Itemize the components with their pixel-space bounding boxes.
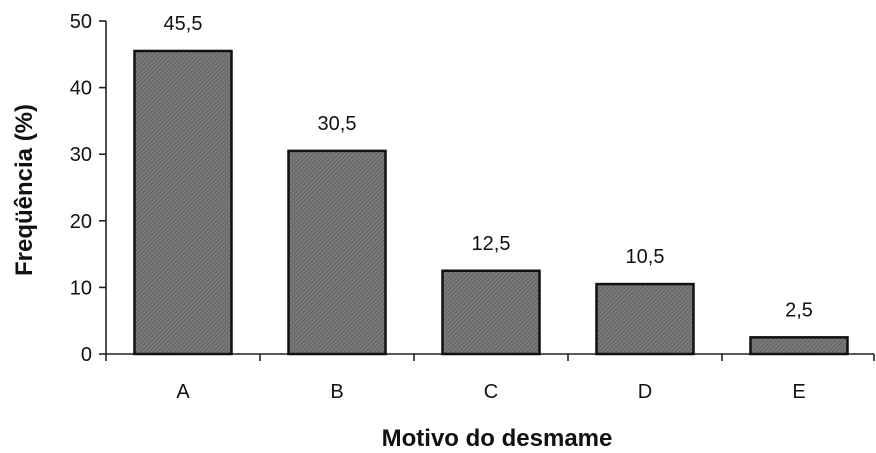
bar-A <box>133 49 233 356</box>
x-axis: A B C D E <box>105 353 875 403</box>
y-tick-label: 20 <box>70 211 92 233</box>
y-tick-label: 10 <box>70 277 92 299</box>
category-label-A: A <box>176 381 190 403</box>
data-label-D: 10,5 <box>626 246 665 268</box>
y-axis: 0 10 20 30 40 50 <box>70 11 107 366</box>
x-axis-title: Motivo do desmame <box>382 425 613 452</box>
category-label-D: D <box>638 381 652 403</box>
category-label-B: B <box>330 381 343 403</box>
bar-B <box>287 149 387 356</box>
y-axis-title: Freqüência (%) <box>11 104 38 276</box>
data-label-A: 45,5 <box>164 13 203 35</box>
category-label-C: C <box>484 381 498 403</box>
data-label-C: 12,5 <box>472 233 511 255</box>
bars <box>133 49 849 356</box>
data-labels: 45,5 30,5 12,5 10,5 2,5 <box>164 13 813 321</box>
y-tick-label: 50 <box>70 11 92 33</box>
data-label-E: 2,5 <box>785 299 813 321</box>
bar-E <box>749 336 849 356</box>
data-label-B: 30,5 <box>318 113 357 135</box>
category-label-E: E <box>792 381 805 403</box>
y-tick-label: 30 <box>70 144 92 166</box>
y-tick-label: 40 <box>70 78 92 100</box>
bar-D <box>595 282 695 356</box>
y-tick-label: 0 <box>81 344 92 366</box>
bar-C <box>441 269 541 356</box>
